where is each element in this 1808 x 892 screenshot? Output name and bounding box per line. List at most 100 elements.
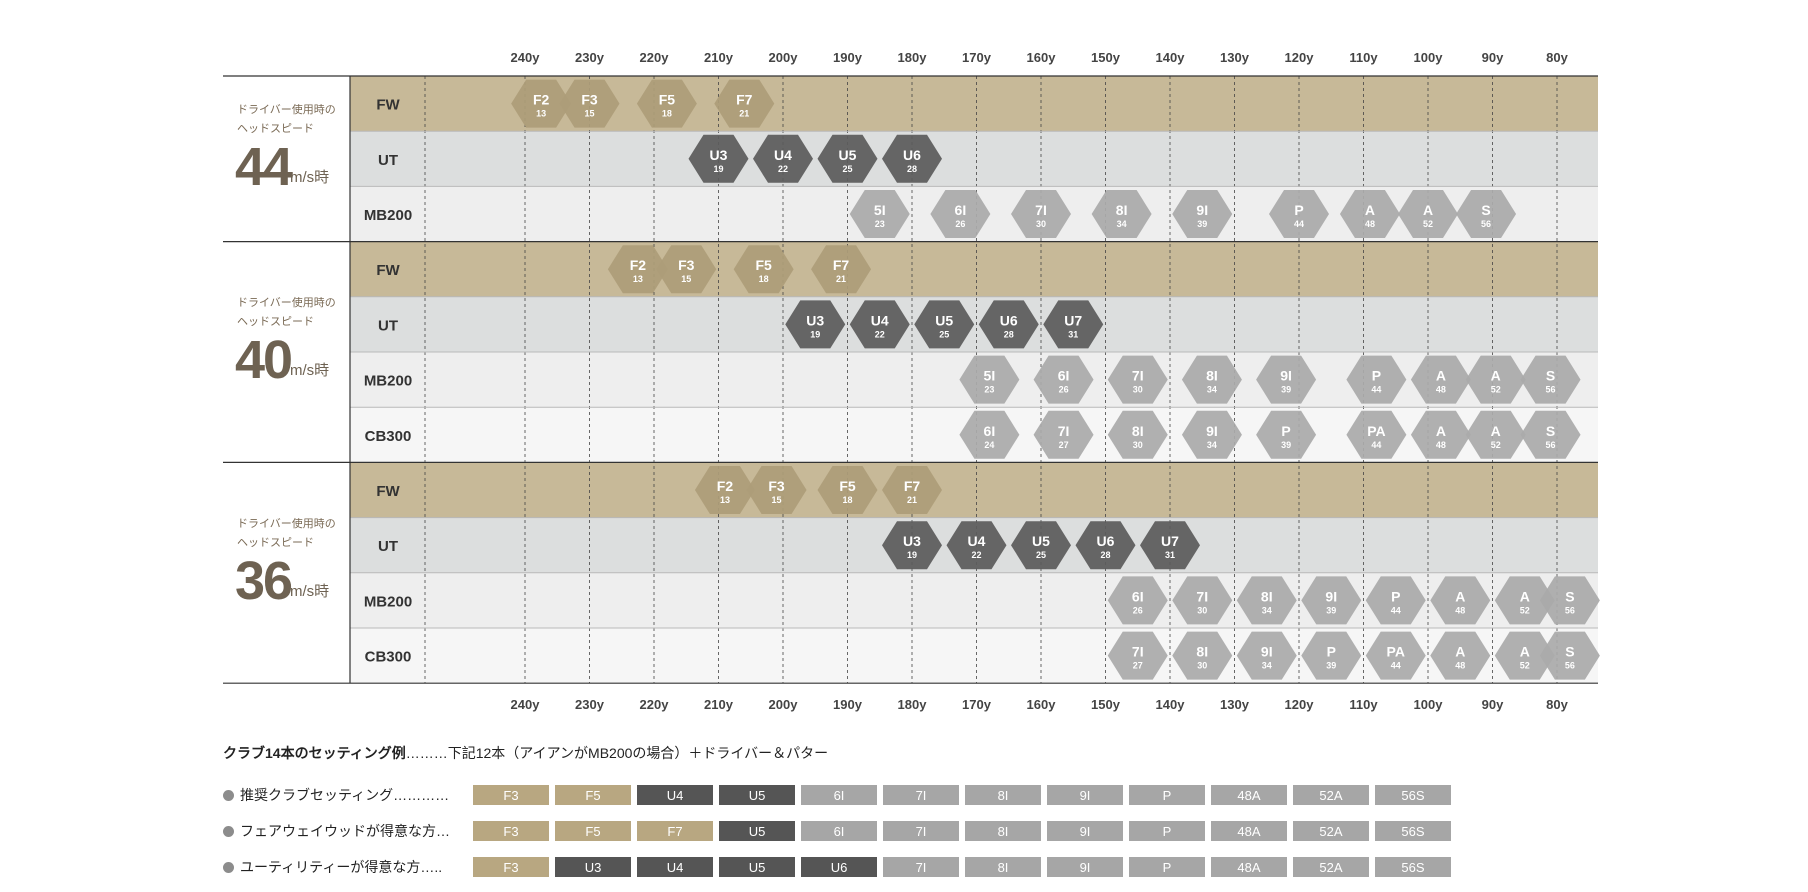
club-hexagon — [1494, 576, 1555, 625]
club-loft: 39 — [1281, 385, 1291, 395]
x-tick-label-top: 90y — [1482, 50, 1504, 65]
bullet-icon — [223, 861, 234, 873]
row-label: MB200 — [364, 207, 412, 224]
club-name: PA — [1367, 423, 1385, 439]
club-loft: 24 — [984, 440, 994, 450]
club-hexagon — [1339, 190, 1400, 238]
club-chip: 9I — [1047, 821, 1123, 841]
club-loft: 52 — [1520, 661, 1530, 671]
club-chip: 9I — [1047, 785, 1123, 805]
club-hexagon — [978, 300, 1039, 349]
x-tick-label-bottom: 140y — [1156, 697, 1186, 712]
club-hexagon — [1520, 355, 1581, 404]
club-chip: 7I — [883, 857, 959, 877]
row-band — [350, 462, 1598, 518]
club-loft: 44 — [1391, 661, 1401, 671]
section-subtitle: ヘッドスピード — [237, 315, 314, 328]
x-tick-label-bottom: 170y — [962, 697, 992, 712]
club-hexagon — [714, 79, 775, 128]
club-loft: 26 — [1133, 605, 1143, 615]
club-hexagon — [1410, 410, 1471, 459]
settings-heading-note: ………下記12本（アイアンがMB200の場合）＋ドライバー＆パター — [405, 745, 829, 761]
club-chip: 9I — [1047, 857, 1123, 877]
club-hexagon — [1346, 355, 1407, 404]
club-loft: 26 — [1059, 385, 1069, 395]
club-chip: P — [1129, 785, 1205, 805]
x-tick-label-bottom: 110y — [1349, 697, 1378, 712]
club-hexagon — [1539, 576, 1600, 625]
club-name: F2 — [533, 92, 550, 108]
section-subtitle: ドライバー使用時の — [237, 103, 336, 116]
club-name: P — [1372, 368, 1381, 384]
row-label: UT — [378, 317, 398, 334]
section-subtitle: ドライバー使用時の — [237, 517, 336, 530]
setting-chips: F3 F5 U4 U5 6I 7I 8I 9I P 48A 52A 56S — [473, 785, 1457, 805]
club-loft: 44 — [1391, 605, 1401, 615]
club-hexagon — [849, 190, 910, 238]
club-hexagon — [1107, 631, 1168, 680]
club-chip: F5 — [555, 785, 631, 805]
club-name: A — [1520, 644, 1530, 660]
club-loft: 21 — [907, 495, 917, 505]
club-hexagon — [1301, 576, 1362, 625]
club-chip: U3 — [555, 857, 631, 877]
club-chip: 6I — [801, 821, 877, 841]
club-hexagon — [959, 410, 1020, 459]
club-chip: 7I — [883, 785, 959, 805]
club-hexagon — [1172, 190, 1233, 238]
club-chip: F7 — [637, 821, 713, 841]
club-name: A — [1365, 202, 1375, 218]
club-name: A — [1491, 423, 1501, 439]
club-name: P — [1294, 202, 1303, 218]
club-hexagon — [1043, 300, 1104, 349]
row-label: FW — [376, 483, 400, 500]
x-tick-label-top: 200y — [769, 50, 799, 65]
club-hexagon — [1465, 355, 1526, 404]
distance-chart: 240y 240y 230y 230y 220y 220y 210y 210y 200y 200y… — [223, 50, 1600, 712]
club-hexagon — [882, 521, 942, 570]
club-name: U6 — [1097, 533, 1115, 549]
club-loft: 52 — [1491, 385, 1501, 395]
club-loft: 34 — [1207, 385, 1217, 395]
club-hexagon — [1430, 631, 1491, 680]
section-speed: 44 — [235, 137, 293, 197]
x-tick-label-top: 100y — [1414, 50, 1444, 65]
club-hexagon — [1430, 576, 1491, 625]
row-band — [350, 241, 1598, 297]
club-name: A — [1455, 588, 1465, 604]
section-speed-unit: m/s時 — [290, 169, 329, 186]
x-tick-label-bottom: 120y — [1285, 697, 1315, 712]
club-hexagon — [1181, 410, 1242, 459]
setting-row-label: ユーティリティーが得意な方….. — [223, 857, 473, 877]
bullet-icon — [223, 825, 234, 837]
club-chip: 48A — [1211, 857, 1287, 877]
club-loft: 28 — [907, 164, 917, 174]
x-tick-label-top: 150y — [1091, 50, 1121, 65]
club-name: 9I — [1280, 368, 1292, 384]
x-tick-label-bottom: 210y — [704, 697, 734, 712]
x-tick-label-bottom: 180y — [898, 697, 928, 712]
row-label: MB200 — [364, 593, 412, 610]
club-name: U4 — [871, 312, 889, 328]
club-name: F5 — [755, 257, 772, 273]
club-loft: 52 — [1491, 440, 1501, 450]
club-name: 6I — [984, 423, 996, 439]
club-loft: 21 — [836, 274, 846, 284]
club-name: 8I — [1261, 588, 1273, 604]
club-loft: 56 — [1546, 385, 1556, 395]
club-loft: 22 — [778, 164, 788, 174]
club-hexagon — [959, 355, 1020, 404]
x-tick-label-top: 130y — [1220, 50, 1250, 65]
club-loft: 21 — [739, 109, 749, 119]
club-loft: 25 — [1036, 550, 1046, 560]
x-tick-label-bottom: 100y — [1414, 697, 1444, 712]
club-loft: 22 — [971, 550, 981, 560]
club-name: F3 — [768, 478, 785, 494]
club-name: A — [1520, 588, 1530, 604]
club-setting-examples: クラブ14本のセッティング例………下記12本（アイアンがMB200の場合）＋ドラ… — [223, 744, 1523, 892]
club-loft: 25 — [939, 329, 949, 339]
club-hexagon — [1172, 576, 1233, 625]
club-loft: 30 — [1133, 385, 1143, 395]
club-name: U5 — [935, 312, 953, 328]
club-name: 9I — [1325, 588, 1337, 604]
